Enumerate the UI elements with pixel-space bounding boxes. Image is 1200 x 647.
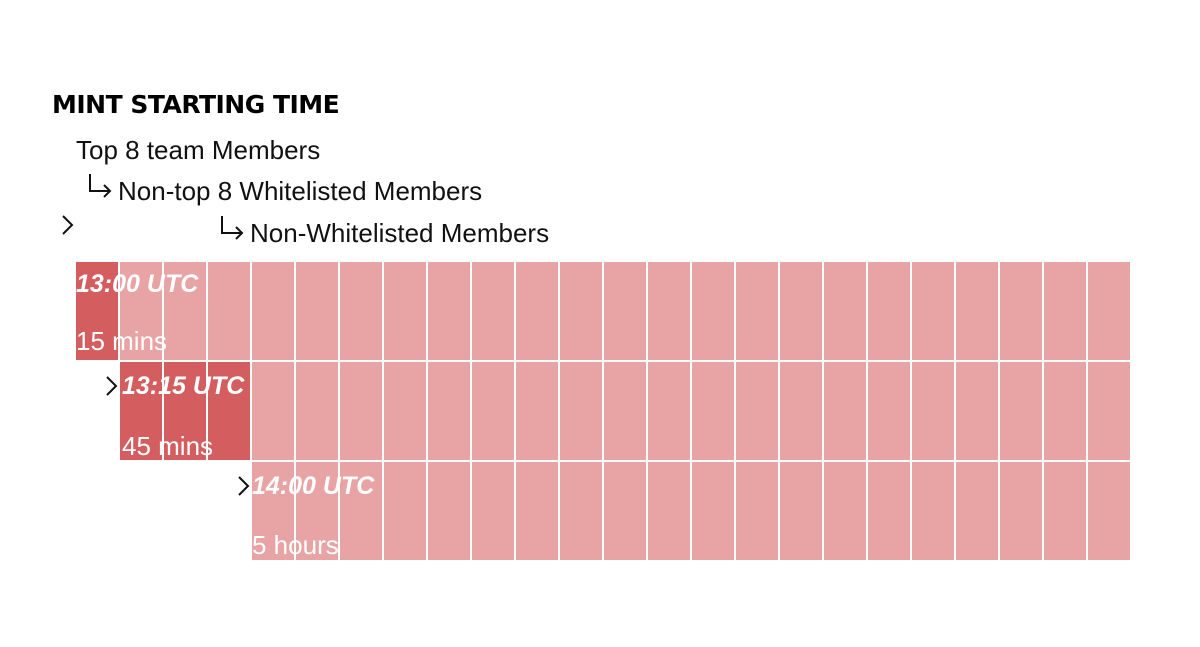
cell — [912, 462, 954, 560]
tier-label: Non-top 8 Whitelisted Members — [118, 176, 483, 206]
cell — [428, 262, 470, 360]
cell — [208, 262, 250, 360]
cell — [956, 362, 998, 460]
cell — [1044, 262, 1086, 360]
cell — [692, 262, 734, 360]
cell — [252, 462, 294, 560]
cell — [780, 362, 822, 460]
cell — [472, 262, 514, 360]
cell — [296, 262, 338, 360]
cell — [956, 262, 998, 360]
tier-time: 13:00 UTC — [76, 270, 199, 298]
arrow-icon — [89, 174, 112, 198]
cell — [1088, 362, 1130, 460]
cell — [384, 262, 426, 360]
cell — [1088, 462, 1130, 560]
cell — [1088, 262, 1130, 360]
cell-active — [120, 362, 162, 460]
cell — [1044, 462, 1086, 560]
cell — [428, 362, 470, 460]
tier-label: Top 8 team Members — [76, 135, 321, 165]
cell — [120, 262, 162, 360]
cell — [868, 262, 910, 360]
tier-time: 14:00 UTC — [252, 472, 375, 500]
cell-active — [164, 362, 206, 460]
cell — [604, 462, 646, 560]
cell — [604, 262, 646, 360]
cell — [868, 462, 910, 560]
cell — [516, 362, 558, 460]
cell-active — [208, 362, 250, 460]
cell — [340, 462, 382, 560]
cell — [692, 362, 734, 460]
cell — [648, 262, 690, 360]
cell — [340, 362, 382, 460]
cell — [780, 262, 822, 360]
cell — [560, 362, 602, 460]
chevron-icon — [106, 376, 118, 396]
cell — [472, 462, 514, 560]
tier-time: 13:15 UTC — [122, 372, 245, 400]
cell — [824, 462, 866, 560]
cell — [912, 362, 954, 460]
cell — [648, 362, 690, 460]
cell — [516, 462, 558, 560]
cell — [780, 462, 822, 560]
cell — [1000, 462, 1042, 560]
cell — [956, 462, 998, 560]
cell — [736, 462, 778, 560]
title: MINT STARTING TIME — [52, 90, 340, 119]
cell — [1044, 362, 1086, 460]
cell — [340, 262, 382, 360]
tier-duration: 5 hours — [252, 530, 339, 560]
cell — [604, 362, 646, 460]
cell — [384, 362, 426, 460]
cell — [296, 362, 338, 460]
cell — [296, 462, 338, 560]
cell — [824, 362, 866, 460]
cell-active — [76, 262, 118, 360]
cell — [736, 262, 778, 360]
cell — [912, 262, 954, 360]
cell — [868, 362, 910, 460]
cell — [384, 462, 426, 560]
cell — [428, 462, 470, 560]
arrow-icon — [221, 216, 244, 240]
cell — [252, 262, 294, 360]
cell — [736, 362, 778, 460]
cell — [824, 262, 866, 360]
cell — [1000, 262, 1042, 360]
cell — [560, 262, 602, 360]
cell — [560, 462, 602, 560]
cell — [164, 262, 206, 360]
cell — [1000, 362, 1042, 460]
chevron-icon — [238, 476, 250, 496]
chevron-icon — [62, 215, 74, 235]
cell — [692, 462, 734, 560]
cell — [472, 362, 514, 460]
tier-label: Non-Whitelisted Members — [250, 218, 550, 248]
cell — [648, 462, 690, 560]
tier-duration: 45 mins — [122, 431, 214, 461]
cell — [252, 362, 294, 460]
cell — [516, 262, 558, 360]
tier-duration: 15 mins — [76, 326, 168, 356]
